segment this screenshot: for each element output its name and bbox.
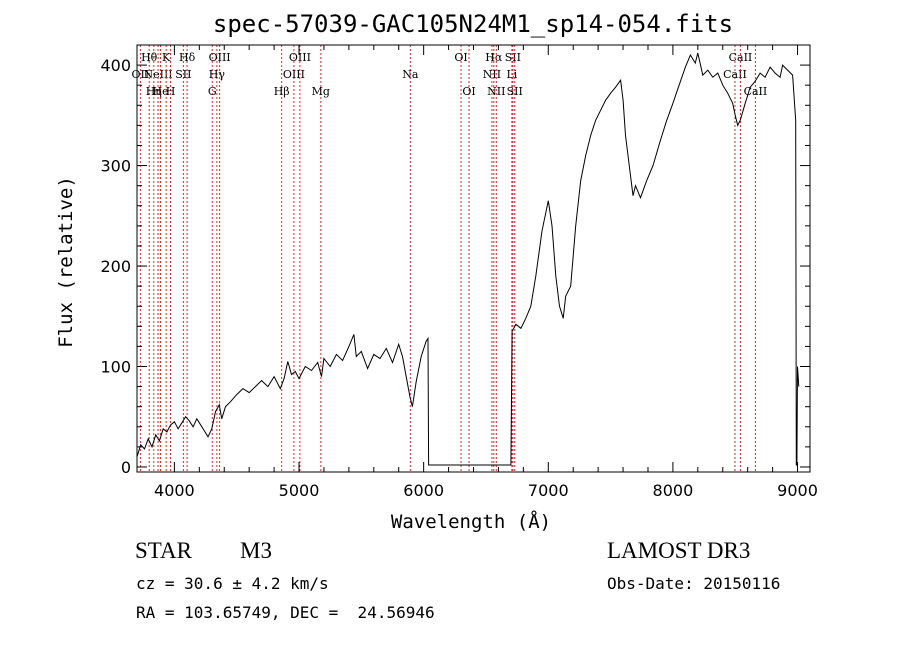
x-tick-label: 6000	[403, 481, 444, 500]
spectral-line-label: CaII	[723, 68, 747, 81]
spectral-lines-layer: OIIHθHηNeIIIHeKHSIIHδGHγOIIIHβOIIIOIIIMg…	[132, 45, 767, 472]
x-tick-label: 7000	[528, 481, 569, 500]
x-tick-label: 4000	[154, 481, 195, 500]
y-tick-label: 400	[100, 56, 131, 75]
y-tick-label: 300	[100, 157, 131, 176]
y-tick-label: 0	[121, 458, 131, 477]
spectral-line-label: CaII	[729, 51, 753, 64]
spectral-line-label: Hθ	[141, 51, 158, 64]
spectral-line-label: SII	[507, 85, 523, 98]
spectral-line-label: NII	[483, 68, 501, 81]
spectral-line-label: Na	[402, 68, 419, 81]
series-layer	[136, 52, 800, 466]
plot-frame	[136, 44, 811, 473]
x-axis-label: Wavelength (Å)	[391, 510, 551, 533]
spectral-line-label: OII	[132, 68, 150, 81]
x-tick-label: 5000	[279, 481, 320, 500]
spectral-line-label: OIII	[209, 51, 231, 64]
spectral-line-label: OIII	[289, 51, 311, 64]
spectral-line-label: NII	[487, 85, 505, 98]
object-class: STAR	[135, 538, 192, 563]
spectral-line-label: OI	[454, 51, 467, 64]
spectral-line-label: Mg	[312, 85, 330, 98]
spectral-line-label: SII	[175, 68, 191, 81]
spectral-line-label: He	[153, 85, 169, 98]
y-tick-label: 100	[100, 358, 131, 377]
spectral-line-label: OIII	[283, 68, 305, 81]
spectral-line-label: Li	[506, 68, 517, 81]
survey-name: LAMOST DR3	[607, 538, 751, 563]
spectral-line-label: OI	[462, 85, 475, 98]
spectral-line-label: H	[166, 85, 176, 98]
spectral-line-label: Hα	[485, 51, 503, 64]
spectral-line-label: SII	[505, 51, 521, 64]
spectral-line-label: Hδ	[179, 51, 196, 64]
x-tick-label: 8000	[653, 481, 694, 500]
axes-layer: 4000 5000 6000 7000 8000 9000 0 100 200 300 400	[100, 45, 818, 500]
object-subclass: M3	[240, 538, 272, 563]
ra-dec: RA = 103.65749, DEC = 24.56946	[136, 603, 435, 622]
chart-title: spec-57039-GAC105N24M1_sp14-054.fits	[213, 10, 733, 38]
spectral-line-label: G	[208, 85, 217, 98]
obs-date: Obs-Date: 20150116	[607, 574, 781, 593]
spectrum-line-flux	[136, 52, 800, 466]
spectral-line-label: Hγ	[209, 68, 226, 81]
x-tick-label: 9000	[777, 481, 818, 500]
redshift-cz: cz = 30.6 ± 4.2 km/s	[136, 574, 329, 593]
spectral-line-label: K	[162, 51, 171, 64]
spectral-line-label: Hβ	[274, 85, 290, 98]
spectral-line-label: NeIII	[143, 68, 172, 81]
y-tick-label: 200	[100, 257, 131, 276]
y-axis-label: Flux (relative)	[55, 176, 77, 348]
